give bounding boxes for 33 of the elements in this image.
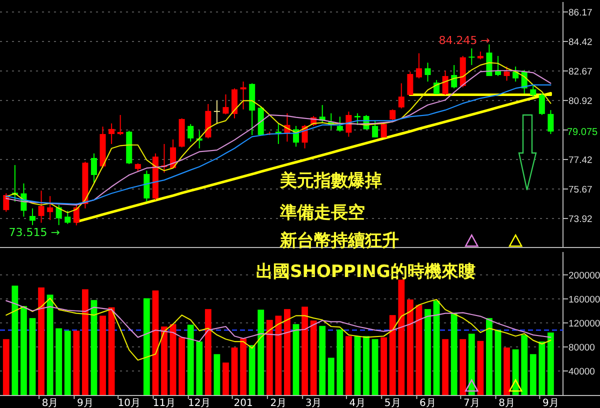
x-tick-label: 3月 [305, 398, 322, 408]
annotation: 84.245 → [438, 34, 490, 47]
x-tick-label: 9月 [77, 398, 94, 408]
y-tick-label: 84.42 [568, 36, 592, 48]
annotation: 出國SHOPPING的時機來瞜 [256, 262, 476, 282]
y-tick-label: 120000 [568, 318, 600, 330]
x-tick-label: 12月 [188, 398, 211, 408]
annotation: 美元指數爆掉 [279, 171, 382, 191]
y-tick-label: 200000 [568, 270, 600, 282]
y-tick-label: 77.42 [568, 154, 592, 166]
x-tick-label: 8月 [498, 398, 515, 408]
x-tick-label: 2月 [270, 398, 287, 408]
annotation: 新台幣持續狂升 [279, 231, 399, 251]
x-tick-label: 11月 [152, 398, 176, 408]
x-tick-label: 7月 [463, 398, 480, 408]
x-tick-label: 10月 [118, 398, 140, 408]
y-tick-label: 40000 [568, 366, 595, 378]
y-tick-label: 80.92 [568, 96, 592, 107]
y-tick-label: 86.17 [568, 7, 592, 18]
annotation: 73.515 → [8, 226, 60, 239]
x-tick-label: 201 [234, 398, 253, 408]
y-tick-label: 73.92 [568, 214, 592, 226]
y-tick-label: 75.67 [568, 184, 592, 196]
x-tick-label: 4月 [349, 398, 366, 408]
y-tick-label: 160000 [568, 294, 600, 306]
y-tick-label: 80000 [568, 342, 595, 354]
text: 79.075 [567, 127, 598, 138]
annotation: 準備走長空 [279, 203, 365, 223]
x-tick-label: 9月 [542, 398, 559, 408]
x-tick-label: 6月 [420, 398, 436, 408]
x-tick-label: 8月 [42, 398, 58, 408]
x-tick-label: 5月 [384, 398, 401, 408]
y-tick-label: 82.67 [568, 66, 592, 78]
